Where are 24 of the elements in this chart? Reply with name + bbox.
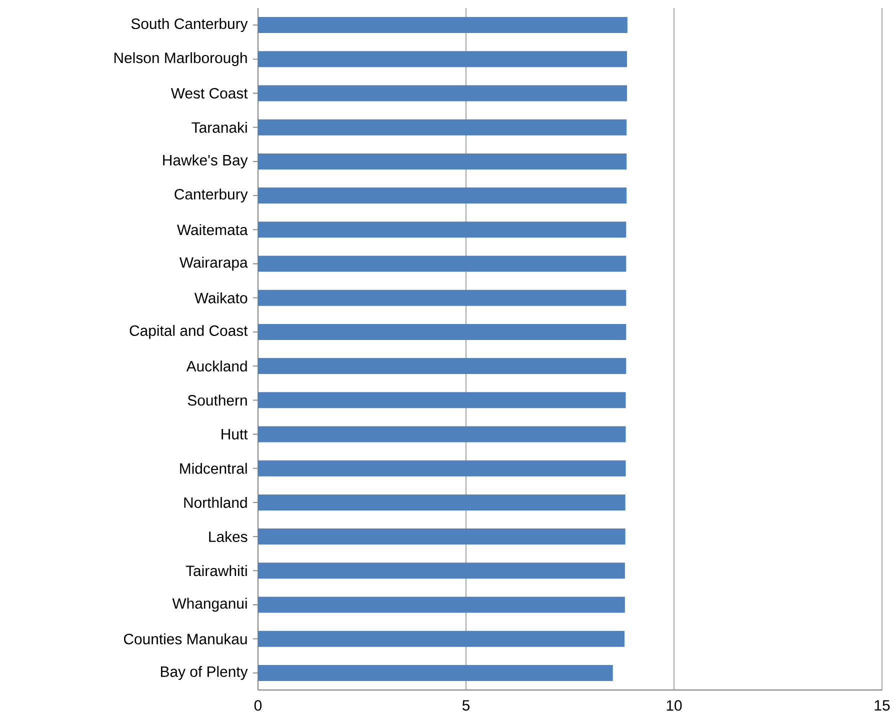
y-tick-label: Lakes [209,531,248,542]
y-tick-label: Hutt [222,429,248,440]
y-tick-label: Wairarapa [180,256,248,271]
x-tick-label: 0 [254,700,262,711]
x-tick-label: 15 [874,700,890,711]
y-tick-label: Nelson Marlborough [114,52,247,66]
y-tick-label: Midcentral [180,462,247,474]
y-tick-label: Northland [184,496,247,508]
y-tick-label: South Canterbury [131,18,248,32]
y-tick-label: Waitemata [177,224,248,236]
y-tick-label: Auckland [186,360,247,372]
x-tick-label: 10 [666,700,682,711]
y-tick-label: Southern [188,394,247,406]
y-tick-label: Taranaki [192,122,247,133]
x-tick-label: 5 [462,700,470,711]
y-tick-label: West Coast [170,88,248,99]
y-tick-label: Bay of Plenty [160,666,248,680]
y-tick-label: Counties Manukau [124,633,247,644]
y-tick-label: Canterbury [174,188,248,203]
y-tick-label: Whanganui [172,598,247,612]
y-tick-label: Waikato [194,292,248,304]
y-tick-label: Hawke's Bay [163,154,248,168]
y-tick-label: Capital and Coast [130,324,248,339]
y-tick-label: Tairawhiti [186,565,247,576]
